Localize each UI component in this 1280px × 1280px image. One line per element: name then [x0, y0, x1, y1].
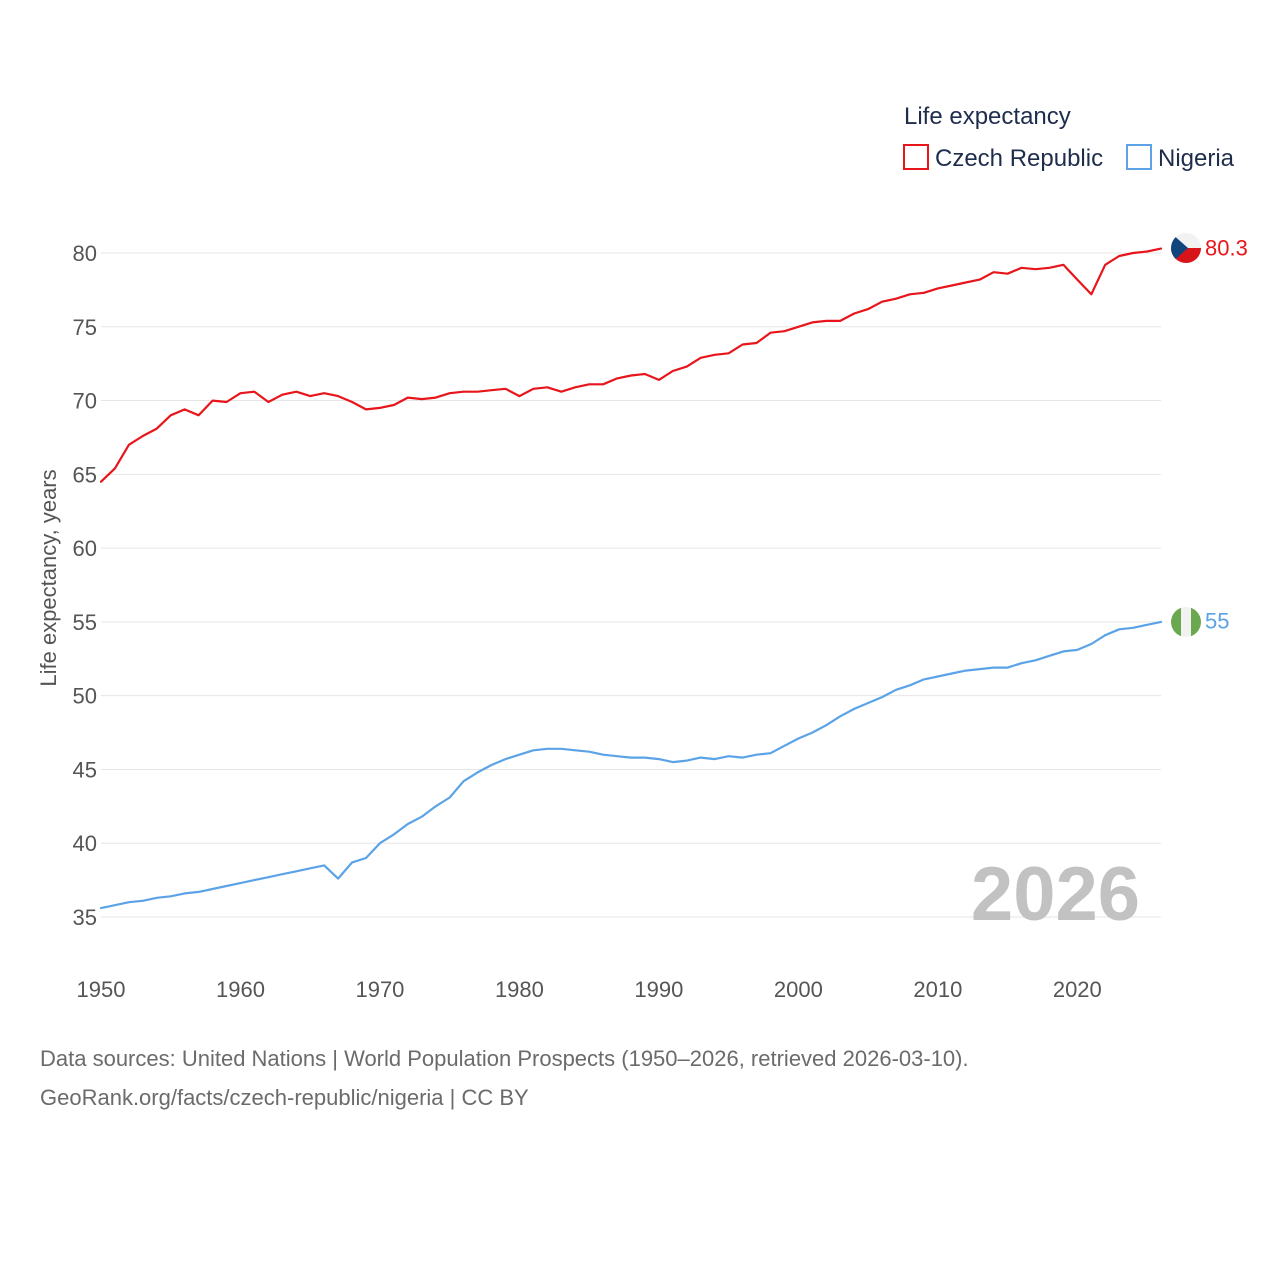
- y-tick-label: 60: [73, 536, 97, 561]
- y-tick-label: 35: [73, 905, 97, 930]
- legend-item-nigeria[interactable]: Nigeria: [1126, 144, 1235, 172]
- legend-label-czech-republic: Czech Republic: [935, 145, 1103, 172]
- y-tick-label: 75: [73, 315, 97, 340]
- data-source-note: Data sources: United Nations | World Pop…: [40, 1046, 969, 1071]
- y-tick-label: 40: [73, 831, 97, 856]
- end-value-label-czech-republic: 80.3: [1205, 235, 1248, 260]
- nigeria-flag-icon: [1171, 607, 1201, 637]
- y-tick-label: 65: [73, 462, 97, 487]
- legend-item-czech-republic[interactable]: Czech Republic: [903, 144, 1103, 172]
- y-axis-label: Life expectancy, years: [36, 469, 61, 686]
- series-line-czech-republic: [99, 247, 1163, 483]
- x-tick-label: 1950: [77, 977, 126, 1002]
- x-axis: 1950 1960 1970 1980 1990 2000 2010 2020: [77, 977, 1102, 1002]
- current-year-watermark: 2026: [971, 852, 1140, 937]
- x-tick-label: 2010: [913, 977, 962, 1002]
- y-tick-label: 45: [73, 757, 97, 782]
- series-end-markers: 80.3 55: [1171, 233, 1248, 637]
- series: [99, 247, 1163, 910]
- series-line-nigeria: [99, 620, 1163, 910]
- x-tick-label: 1970: [355, 977, 404, 1002]
- y-tick-label: 80: [73, 241, 97, 266]
- x-tick-label: 1960: [216, 977, 265, 1002]
- grid: [101, 252, 1161, 918]
- source-link[interactable]: GeoRank.org/facts/czech-republic/nigeria…: [40, 1085, 529, 1110]
- x-tick-label: 2000: [774, 977, 823, 1002]
- x-tick-label: 1990: [634, 977, 683, 1002]
- legend-swatch-nigeria: [1126, 144, 1152, 170]
- line-chart: 35 40 45 50 55 60 65 70 75 80 1950 1960 1970 1980 199…: [36, 103, 1248, 1002]
- legend-swatch-czech-republic: [903, 144, 929, 170]
- x-tick-label: 2020: [1053, 977, 1102, 1002]
- czech-flag-icon: [1171, 233, 1201, 263]
- x-tick-label: 1980: [495, 977, 544, 1002]
- legend: Life expectancy Czech Republic Nigeria: [903, 103, 1235, 172]
- y-tick-label: 70: [73, 389, 97, 414]
- legend-title: Life expectancy: [904, 103, 1071, 130]
- y-tick-label: 50: [73, 684, 97, 709]
- end-value-label-nigeria: 55: [1205, 609, 1229, 634]
- legend-label-nigeria: Nigeria: [1158, 145, 1235, 172]
- y-axis: 35 40 45 50 55 60 65 70 75 80: [73, 241, 97, 930]
- y-tick-label: 55: [73, 610, 97, 635]
